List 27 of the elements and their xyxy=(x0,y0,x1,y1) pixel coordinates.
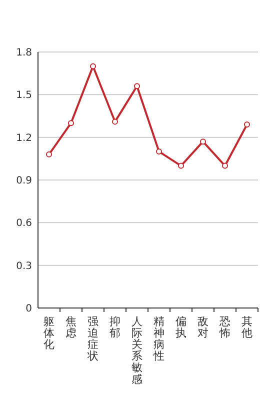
x-tick-label: 精神病性 xyxy=(152,315,164,363)
x-tick-label: 恐怖 xyxy=(218,315,230,340)
x-tick-label: 躯体化 xyxy=(44,315,54,352)
y-tick-label: 0.9 xyxy=(16,176,32,186)
x-tick-label: 人际关系敏感 xyxy=(132,315,142,386)
point xyxy=(200,138,206,145)
point xyxy=(112,118,118,125)
x-tick-label: 强迫症状 xyxy=(86,315,98,363)
point xyxy=(134,83,140,90)
x-tick-label: 偏执 xyxy=(176,315,186,340)
x-tick-label: 敌对 xyxy=(198,315,208,340)
y-tick-label: 0.6 xyxy=(16,218,32,230)
x-tick-label: 抑郁 xyxy=(110,315,120,340)
x-tick-label: 其他 xyxy=(242,315,252,340)
y-tick-label: 1.2 xyxy=(16,132,32,144)
point xyxy=(156,148,162,155)
point xyxy=(90,63,96,70)
y-tick-label: 0.3 xyxy=(16,260,32,272)
point xyxy=(68,120,74,126)
point xyxy=(46,151,52,158)
y-tick-label: 0 xyxy=(26,304,32,314)
y-tick-label: 1.8 xyxy=(16,48,32,58)
point xyxy=(222,162,228,169)
x-tick-label: 焦虑 xyxy=(66,315,76,340)
point xyxy=(244,122,250,128)
y-tick-label: 1.5 xyxy=(16,90,32,102)
point xyxy=(178,162,184,169)
